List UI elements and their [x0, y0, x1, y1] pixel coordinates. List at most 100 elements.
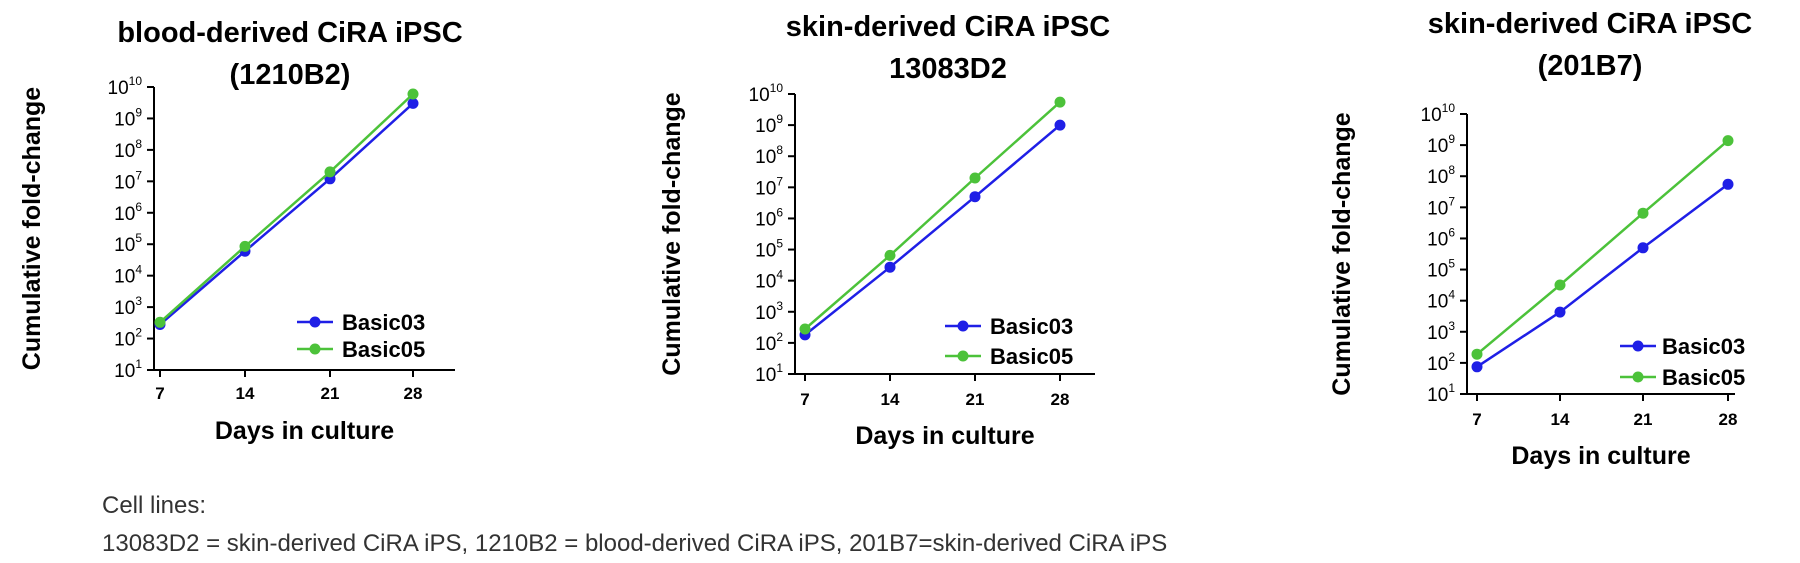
- y-tick-label: 103: [114, 294, 142, 319]
- chart-title-line: blood-derived CiRA iPSC: [117, 17, 462, 49]
- y-tick-exp: 9: [1448, 132, 1455, 146]
- chart-title-line: (1210B2): [230, 59, 351, 91]
- y-axis-label: Cumulative fold-change: [1328, 112, 1356, 395]
- y-tick-label: 106: [114, 200, 142, 225]
- x-tick-label: 28: [404, 384, 423, 403]
- data-point-basic05: [1054, 96, 1066, 108]
- y-tick-base: 10: [755, 209, 776, 230]
- legend-marker: [1632, 371, 1644, 383]
- series-line-basic03: [1476, 183, 1729, 368]
- x-tick-label: 7: [155, 384, 164, 403]
- data-point-basic05: [799, 323, 811, 335]
- data-point-basic03: [1722, 178, 1734, 190]
- y-tick-label: 107: [114, 168, 142, 193]
- y-tick-base: 10: [1427, 323, 1448, 344]
- y-tick-exp: 6: [1448, 225, 1455, 239]
- chart-panel-3: skin-derived CiRA iPSC (201B7)10110210310…: [1328, 8, 1752, 470]
- x-tick-label: 21: [1634, 410, 1653, 429]
- y-tick-label: 102: [1427, 350, 1455, 375]
- data-point-basic03: [1554, 306, 1566, 318]
- legend-label: Basic03: [990, 314, 1073, 339]
- x-tick-label: 21: [321, 384, 340, 403]
- y-tick-exp: 9: [135, 105, 142, 119]
- y-tick-label: 1010: [1421, 101, 1456, 126]
- y-tick-exp: 6: [135, 200, 142, 214]
- y-tick-label: 104: [114, 263, 142, 288]
- data-point-basic05: [884, 249, 896, 261]
- y-tick-exp: 10: [770, 81, 784, 95]
- series-line-basic03: [804, 124, 1061, 336]
- y-tick-label: 104: [755, 268, 783, 293]
- data-point-basic05: [324, 166, 336, 178]
- x-tick-label: 14: [881, 390, 900, 409]
- y-tick-label: 107: [755, 174, 783, 199]
- y-tick-exp: 2: [776, 330, 783, 344]
- data-point-basic03: [1637, 242, 1649, 254]
- y-tick-exp: 2: [1448, 350, 1455, 364]
- chart-panel-2: skin-derived CiRA iPSC 13083D210110210310…: [658, 11, 1110, 450]
- legend-label: Basic05: [990, 344, 1073, 369]
- y-tick-exp: 1: [776, 361, 783, 375]
- y-tick-label: 1010: [108, 74, 143, 99]
- series-line-basic03: [159, 102, 414, 326]
- data-point-basic05: [239, 240, 251, 252]
- data-point-basic03: [884, 261, 896, 273]
- chart-title: skin-derived CiRA iPSC 13083D2: [786, 11, 1111, 85]
- series-line-basic05: [1476, 139, 1729, 356]
- y-tick-label: 109: [755, 112, 783, 137]
- data-point-basic05: [1637, 207, 1649, 219]
- y-tick-exp: 1: [135, 357, 142, 371]
- y-tick-base: 10: [755, 241, 776, 262]
- y-tick-base: 10: [755, 334, 776, 355]
- data-point-basic05: [154, 316, 166, 328]
- y-tick-exp: 7: [776, 174, 783, 188]
- y-tick-base: 10: [114, 298, 135, 319]
- y-tick-exp: 5: [135, 231, 142, 245]
- caption-text: 13083D2 = skin-derived CiRA iPS, 1210B2 …: [102, 530, 1168, 557]
- chart-panel-1: blood-derived CiRA iPSC (1210B2)101102103…: [18, 17, 463, 445]
- y-tick-label: 103: [1427, 319, 1455, 344]
- y-tick-label: 109: [114, 105, 142, 130]
- y-tick-base: 10: [1427, 167, 1448, 188]
- y-tick-exp: 5: [1448, 257, 1455, 271]
- data-point-basic03: [1471, 361, 1483, 373]
- y-tick-base: 10: [1427, 385, 1448, 406]
- y-tick-base: 10: [755, 116, 776, 137]
- charts-figure: blood-derived CiRA iPSC (1210B2)101102103…: [18, 8, 1752, 470]
- y-tick-exp: 8: [776, 143, 783, 157]
- y-tick-label: 105: [114, 231, 142, 256]
- y-axis-label: Cumulative fold-change: [18, 87, 46, 370]
- y-tick-base: 10: [1427, 198, 1448, 219]
- y-tick-base: 10: [114, 109, 135, 130]
- x-tick-label: 14: [1551, 410, 1570, 429]
- y-tick-base: 10: [1421, 105, 1442, 126]
- chart-title-line: 13083D2: [889, 53, 1007, 85]
- y-tick-base: 10: [114, 204, 135, 225]
- x-tick-label: 7: [800, 390, 809, 409]
- y-tick-label: 105: [1427, 257, 1455, 282]
- data-point-basic05: [1554, 279, 1566, 291]
- y-tick-base: 10: [755, 365, 776, 386]
- y-tick-base: 10: [1427, 136, 1448, 157]
- series-line-basic05: [804, 101, 1061, 330]
- data-point-basic03: [1054, 119, 1066, 131]
- legend-marker: [957, 350, 969, 362]
- y-tick-base: 10: [1427, 229, 1448, 250]
- chart-title: blood-derived CiRA iPSC (1210B2): [117, 17, 462, 91]
- y-tick-base: 10: [755, 303, 776, 324]
- y-tick-base: 10: [114, 141, 135, 162]
- data-point-basic05: [1722, 135, 1734, 147]
- legend-label: Basic05: [1662, 365, 1745, 390]
- legend-marker: [309, 316, 321, 328]
- y-tick-label: 101: [1427, 381, 1455, 406]
- legend-label: Basic03: [342, 310, 425, 335]
- y-tick-exp: 1: [1448, 381, 1455, 395]
- y-tick-base: 10: [114, 267, 135, 288]
- y-tick-exp: 4: [1448, 288, 1455, 302]
- y-tick-exp: 8: [1448, 163, 1455, 177]
- y-tick-label: 105: [755, 237, 783, 262]
- data-point-basic05: [407, 88, 419, 100]
- y-tick-label: 101: [114, 357, 142, 382]
